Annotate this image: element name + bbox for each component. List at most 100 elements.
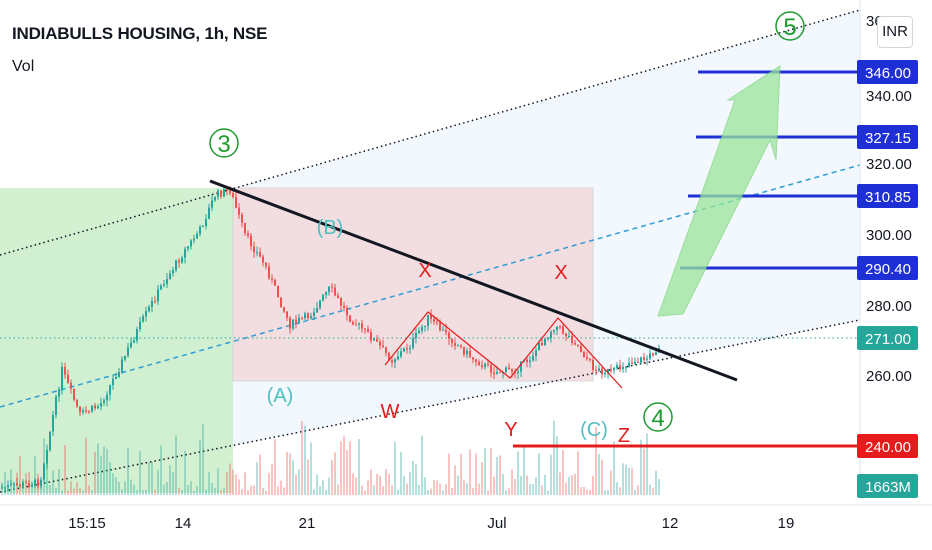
volume-bar [46, 452, 48, 495]
candle-body [610, 368, 612, 370]
candle-body [124, 355, 126, 360]
zigzag-pattern [384, 311, 623, 389]
volume-bar [493, 476, 495, 495]
candle-body [40, 479, 42, 486]
volume-bar [490, 448, 492, 495]
candle-body [310, 316, 312, 319]
candle-body [100, 403, 102, 407]
volume-bar [613, 441, 615, 495]
candle-body [532, 355, 534, 361]
volume-bar [421, 435, 423, 495]
wave-A-label: (A) [267, 385, 294, 407]
volume-bar [301, 420, 303, 495]
candle-body [103, 400, 105, 404]
candle-body [370, 331, 372, 341]
volume-bar [313, 488, 315, 495]
volume-indicator-label[interactable]: Vol [12, 58, 35, 75]
candle-body [16, 483, 18, 486]
volume-bar [583, 487, 585, 495]
candle-body [181, 257, 183, 263]
volume-bar [58, 468, 60, 495]
price-label-271-bg [857, 326, 918, 350]
currency-button[interactable]: INR [877, 16, 913, 48]
volume-bar [91, 490, 93, 495]
volume-bar [595, 426, 597, 495]
candle-body [634, 361, 636, 364]
wave-C-label: (C) [580, 419, 608, 441]
volume-bar [193, 490, 195, 495]
volume-bar [250, 485, 252, 495]
price-label-310: 310.85 [865, 189, 911, 206]
volume-bar [373, 485, 375, 495]
volume-bar [625, 464, 627, 495]
candle-body [292, 319, 294, 329]
candle-body [154, 301, 156, 303]
wave-3-label: 3 [217, 131, 230, 158]
candle-body [298, 317, 300, 323]
pink-box [232, 187, 594, 382]
candle-body [193, 238, 195, 241]
volume-bar [307, 459, 309, 495]
candle-body [439, 322, 441, 331]
volume-bar [166, 482, 168, 495]
volume-bar [424, 477, 426, 495]
candle-body [424, 325, 426, 327]
candle-body [571, 335, 573, 343]
candle-body [76, 399, 78, 407]
candle-body [13, 483, 15, 485]
candle-body [55, 396, 57, 415]
candle-body [130, 342, 132, 348]
price-label-327: 327.15 [865, 130, 911, 147]
candle-body [487, 363, 489, 365]
volume-bar [322, 480, 324, 495]
candle-body [139, 321, 141, 330]
candle-body [277, 285, 279, 298]
volume-bar [388, 474, 390, 495]
volume-bar [619, 487, 621, 495]
candle-body [97, 406, 99, 409]
volume-bar [655, 470, 657, 495]
candle-body [142, 316, 144, 322]
candle-body [448, 332, 450, 339]
wave-5-label: 5 [783, 14, 796, 41]
price-label-346: 346.00 [865, 65, 911, 82]
volume-bar [283, 487, 285, 495]
candle-body [46, 450, 48, 464]
volume-bar [376, 473, 378, 495]
candle-body [451, 338, 453, 344]
candle-body [64, 367, 66, 375]
volume-bar [157, 469, 159, 495]
candle-body [229, 190, 231, 194]
candle-body [415, 332, 417, 338]
volume-bar [202, 424, 204, 495]
volume-bar [76, 482, 78, 495]
volume-bar [25, 473, 27, 495]
candle-body [535, 350, 537, 356]
volume-bar [310, 442, 312, 495]
volume-bar [382, 486, 384, 495]
volume-bar [547, 490, 549, 495]
volume-bar [631, 468, 633, 495]
candle-body [526, 359, 528, 362]
candle-body [469, 350, 471, 358]
volume-bar [178, 487, 180, 495]
volume-bar [523, 444, 525, 495]
candle-body [280, 297, 282, 308]
candle-body [355, 324, 357, 326]
volume-bar [325, 490, 327, 495]
volume-bar [436, 480, 438, 495]
candle-body [598, 368, 600, 371]
volume-bar [253, 485, 255, 495]
volume-bar [73, 488, 75, 495]
candle-body [247, 233, 249, 236]
candle-body [208, 207, 210, 219]
candle-body [628, 362, 630, 367]
candle-body [652, 353, 654, 356]
wave-X1-label: X [418, 260, 431, 282]
symbol-title[interactable]: INDIABULLS HOUSING, 1h, NSE [12, 24, 268, 43]
candle-body [262, 256, 264, 263]
volume-bar [496, 456, 498, 495]
time-axis[interactable]: 15:15 14 21 Jul 12 19 [0, 504, 932, 532]
volume-bar [358, 439, 360, 495]
